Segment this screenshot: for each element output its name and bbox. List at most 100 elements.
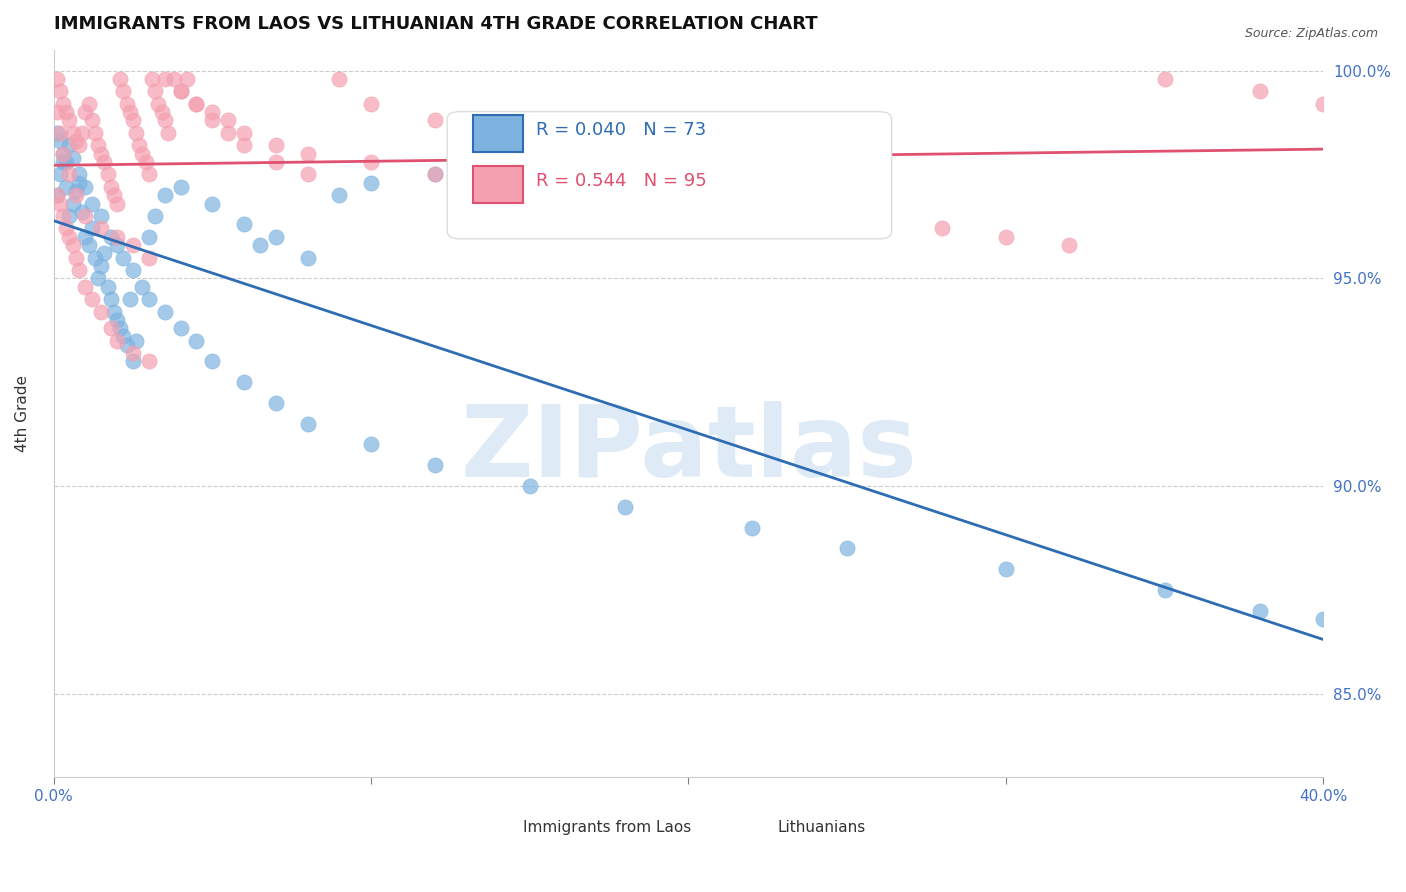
Point bbox=[62, 238, 84, 252]
Point bbox=[186, 96, 208, 111]
Point bbox=[90, 221, 112, 235]
Point bbox=[55, 105, 77, 120]
Point bbox=[297, 146, 319, 161]
Point bbox=[93, 246, 115, 260]
Point bbox=[678, 184, 700, 198]
Point bbox=[217, 113, 239, 128]
Point bbox=[58, 168, 80, 182]
Bar bbox=[434, 817, 498, 838]
Point bbox=[45, 188, 67, 202]
Point bbox=[90, 259, 112, 273]
Point bbox=[837, 541, 859, 556]
Point bbox=[264, 229, 287, 244]
Point bbox=[233, 217, 256, 231]
Point bbox=[70, 204, 93, 219]
Point bbox=[423, 458, 446, 473]
Point bbox=[112, 84, 135, 98]
Point bbox=[105, 334, 128, 348]
Point bbox=[62, 126, 84, 140]
Point bbox=[100, 292, 122, 306]
Point bbox=[49, 84, 72, 98]
Point bbox=[93, 155, 115, 169]
Point bbox=[65, 188, 87, 202]
Point bbox=[65, 134, 87, 148]
Point bbox=[122, 263, 145, 277]
Point bbox=[100, 229, 122, 244]
Point bbox=[423, 168, 446, 182]
Point bbox=[112, 251, 135, 265]
Point bbox=[80, 221, 103, 235]
Point bbox=[169, 84, 191, 98]
Point bbox=[110, 321, 132, 335]
Point bbox=[75, 229, 97, 244]
Point bbox=[65, 251, 87, 265]
Point bbox=[249, 238, 271, 252]
Point bbox=[103, 304, 125, 318]
Point bbox=[1153, 71, 1175, 86]
Point bbox=[52, 155, 75, 169]
Point bbox=[1153, 582, 1175, 597]
Point bbox=[519, 180, 541, 194]
Point bbox=[122, 346, 145, 360]
Point bbox=[52, 96, 75, 111]
Point bbox=[994, 562, 1017, 576]
Point bbox=[131, 279, 153, 293]
Point bbox=[58, 229, 80, 244]
Point bbox=[153, 113, 176, 128]
Point bbox=[122, 113, 145, 128]
Point bbox=[135, 155, 157, 169]
Point bbox=[77, 96, 100, 111]
Point bbox=[75, 279, 97, 293]
Text: R = 0.040   N = 73: R = 0.040 N = 73 bbox=[536, 120, 706, 139]
Point bbox=[613, 138, 636, 153]
Point bbox=[613, 500, 636, 514]
Point bbox=[55, 155, 77, 169]
Point bbox=[201, 105, 224, 120]
Point bbox=[49, 196, 72, 211]
Point bbox=[103, 188, 125, 202]
Point bbox=[97, 168, 120, 182]
Point bbox=[141, 71, 163, 86]
Point bbox=[1312, 612, 1334, 626]
Point bbox=[80, 196, 103, 211]
Point bbox=[138, 168, 160, 182]
Point bbox=[77, 238, 100, 252]
Point bbox=[45, 71, 67, 86]
Point bbox=[519, 180, 541, 194]
Text: Immigrants from Laos: Immigrants from Laos bbox=[523, 821, 692, 835]
Point bbox=[90, 304, 112, 318]
Point bbox=[52, 209, 75, 223]
Point bbox=[153, 304, 176, 318]
Point bbox=[105, 229, 128, 244]
Point bbox=[423, 168, 446, 182]
Point bbox=[138, 229, 160, 244]
Point bbox=[67, 176, 90, 190]
Point bbox=[62, 196, 84, 211]
Text: Lithuanians: Lithuanians bbox=[778, 821, 866, 835]
Point bbox=[45, 105, 67, 120]
Point bbox=[122, 354, 145, 368]
Point bbox=[67, 168, 90, 182]
Point bbox=[128, 138, 150, 153]
Point bbox=[70, 126, 93, 140]
Point bbox=[678, 196, 700, 211]
Point bbox=[186, 96, 208, 111]
Point bbox=[110, 71, 132, 86]
Y-axis label: 4th Grade: 4th Grade bbox=[15, 375, 30, 452]
Point bbox=[118, 105, 141, 120]
Point bbox=[233, 138, 256, 153]
Point bbox=[297, 417, 319, 431]
Point bbox=[131, 146, 153, 161]
Point bbox=[264, 396, 287, 410]
Point bbox=[156, 126, 179, 140]
Point bbox=[49, 126, 72, 140]
Point bbox=[87, 271, 110, 285]
Point bbox=[125, 334, 148, 348]
Point bbox=[994, 229, 1017, 244]
Point bbox=[143, 84, 166, 98]
Point bbox=[100, 180, 122, 194]
Point bbox=[52, 146, 75, 161]
Point bbox=[201, 113, 224, 128]
Point bbox=[55, 180, 77, 194]
Point bbox=[233, 375, 256, 389]
